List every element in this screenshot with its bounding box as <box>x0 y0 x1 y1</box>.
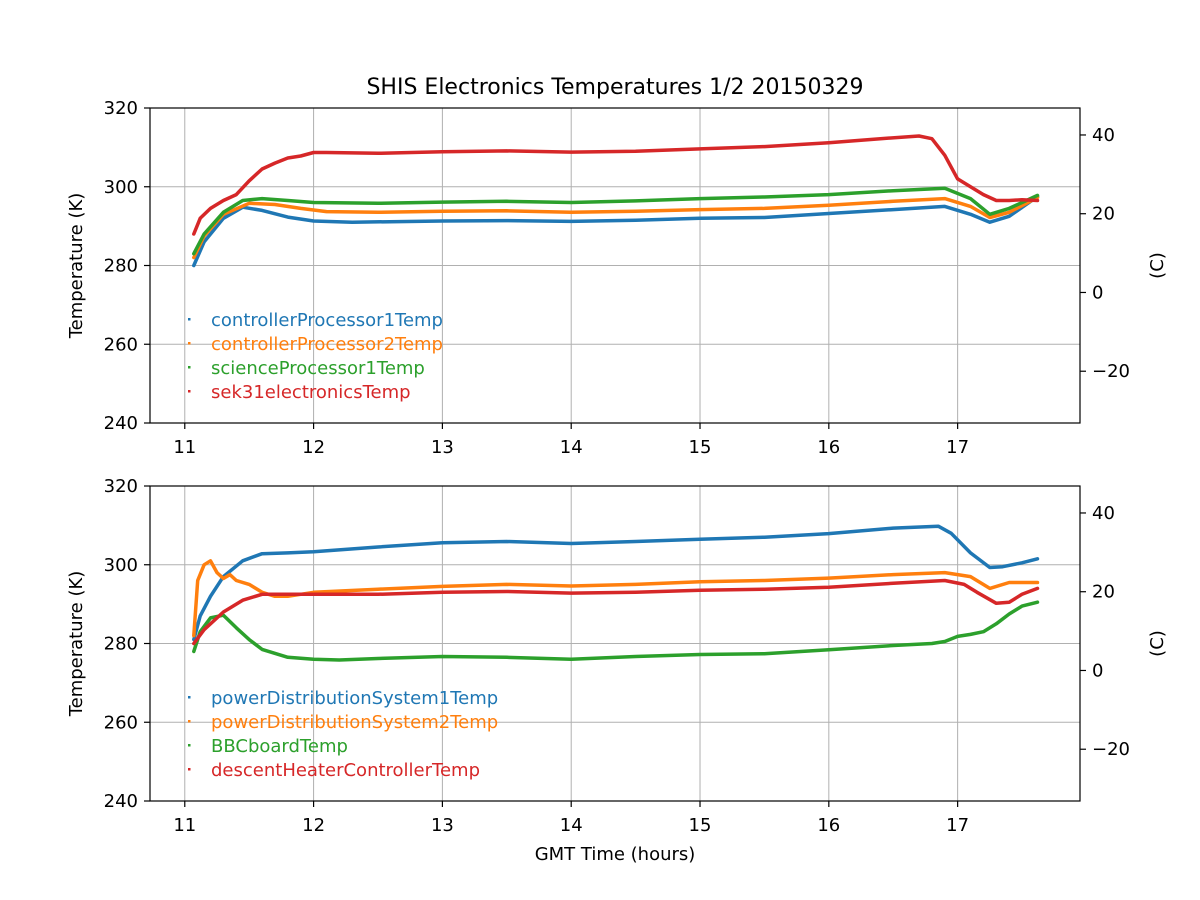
x-tick-label: 15 <box>689 815 712 836</box>
y-right-tick-label: 0 <box>1092 282 1103 303</box>
legend-label: sek31electronicsTemp <box>211 382 411 403</box>
legend-marker <box>188 744 191 747</box>
x-axis-label: GMT Time (hours) <box>535 844 696 865</box>
y-tick-label: 260 <box>104 712 138 733</box>
y-right-tick-label: −20 <box>1092 361 1130 382</box>
y-right-axis-label: (C) <box>1147 252 1168 279</box>
y-tick-label: 320 <box>104 476 138 497</box>
series-line-BBCboardTemp <box>192 600 1040 662</box>
series-line-controllerProcessor1Temp <box>192 194 1040 268</box>
x-tick-label: 11 <box>173 815 196 836</box>
legend-label: controllerProcessor1Temp <box>211 310 443 331</box>
y-right-axis-label: (C) <box>1147 630 1168 657</box>
x-tick-label: 17 <box>946 437 969 458</box>
x-tick-label: 13 <box>431 815 454 836</box>
legend-marker <box>188 390 191 393</box>
y-tick-label: 280 <box>104 634 138 655</box>
legend-label: controllerProcessor2Temp <box>211 334 443 355</box>
x-tick-label: 16 <box>817 437 840 458</box>
y-tick-label: 240 <box>104 791 138 812</box>
y-right-tick-label: 40 <box>1092 503 1115 524</box>
x-tick-label: 15 <box>689 437 712 458</box>
y-right-tick-label: −20 <box>1092 739 1130 760</box>
y-axis-label: Temperature (K) <box>66 193 87 340</box>
y-right-tick-label: 0 <box>1092 660 1103 681</box>
x-tick-label: 16 <box>817 815 840 836</box>
legend-marker <box>188 342 191 345</box>
figure-title: SHIS Electronics Temperatures 1/2 201503… <box>366 75 863 100</box>
legend-label: scienceProcessor1Temp <box>211 358 425 379</box>
legend-label: powerDistributionSystem2Temp <box>211 712 498 733</box>
x-tick-label: 14 <box>560 815 583 836</box>
y-tick-label: 280 <box>104 256 138 277</box>
y-tick-label: 260 <box>104 334 138 355</box>
series-line-sek31electronicsTemp <box>192 134 1040 236</box>
series-line-descentHeaterControllerTemp <box>192 578 1040 646</box>
legend-label: descentHeaterControllerTemp <box>211 760 480 781</box>
legend-label: powerDistributionSystem1Temp <box>211 688 498 709</box>
x-tick-label: 13 <box>431 437 454 458</box>
x-tick-label: 12 <box>302 437 325 458</box>
y-tick-label: 300 <box>104 555 138 576</box>
series-line-powerDistributionSystem1Temp <box>192 524 1040 642</box>
chart-panel-top: 11 12 13 14 15 16 17 240 260 280 300 320 40 20 0 −20 Tem… <box>66 98 1168 458</box>
legend-marker <box>188 366 191 369</box>
legend-label: BBCboardTemp <box>211 736 348 757</box>
legend-marker <box>188 720 191 723</box>
y-axis-label: Temperature (K) <box>66 571 87 718</box>
x-tick-label: 17 <box>946 815 969 836</box>
y-tick-label: 240 <box>104 413 138 434</box>
x-tick-label: 14 <box>560 437 583 458</box>
y-tick-label: 320 <box>104 98 138 119</box>
series-line-controllerProcessor2Temp <box>192 195 1040 260</box>
y-right-tick-label: 20 <box>1092 204 1115 225</box>
legend-marker <box>188 768 191 771</box>
legend-marker <box>188 696 191 699</box>
y-right-tick-label: 20 <box>1092 582 1115 603</box>
series-line-scienceProcessor1Temp <box>192 186 1040 256</box>
x-tick-label: 11 <box>173 437 196 458</box>
series-line-powerDistributionSystem2Temp <box>192 559 1040 638</box>
legend-marker <box>188 318 191 321</box>
chart-panel-bottom: 11 12 13 14 15 16 17 240 260 280 300 320 40 20 0 −20 Tem… <box>66 476 1168 836</box>
x-tick-label: 12 <box>302 815 325 836</box>
y-right-tick-label: 40 <box>1092 125 1115 146</box>
y-tick-label: 300 <box>104 177 138 198</box>
